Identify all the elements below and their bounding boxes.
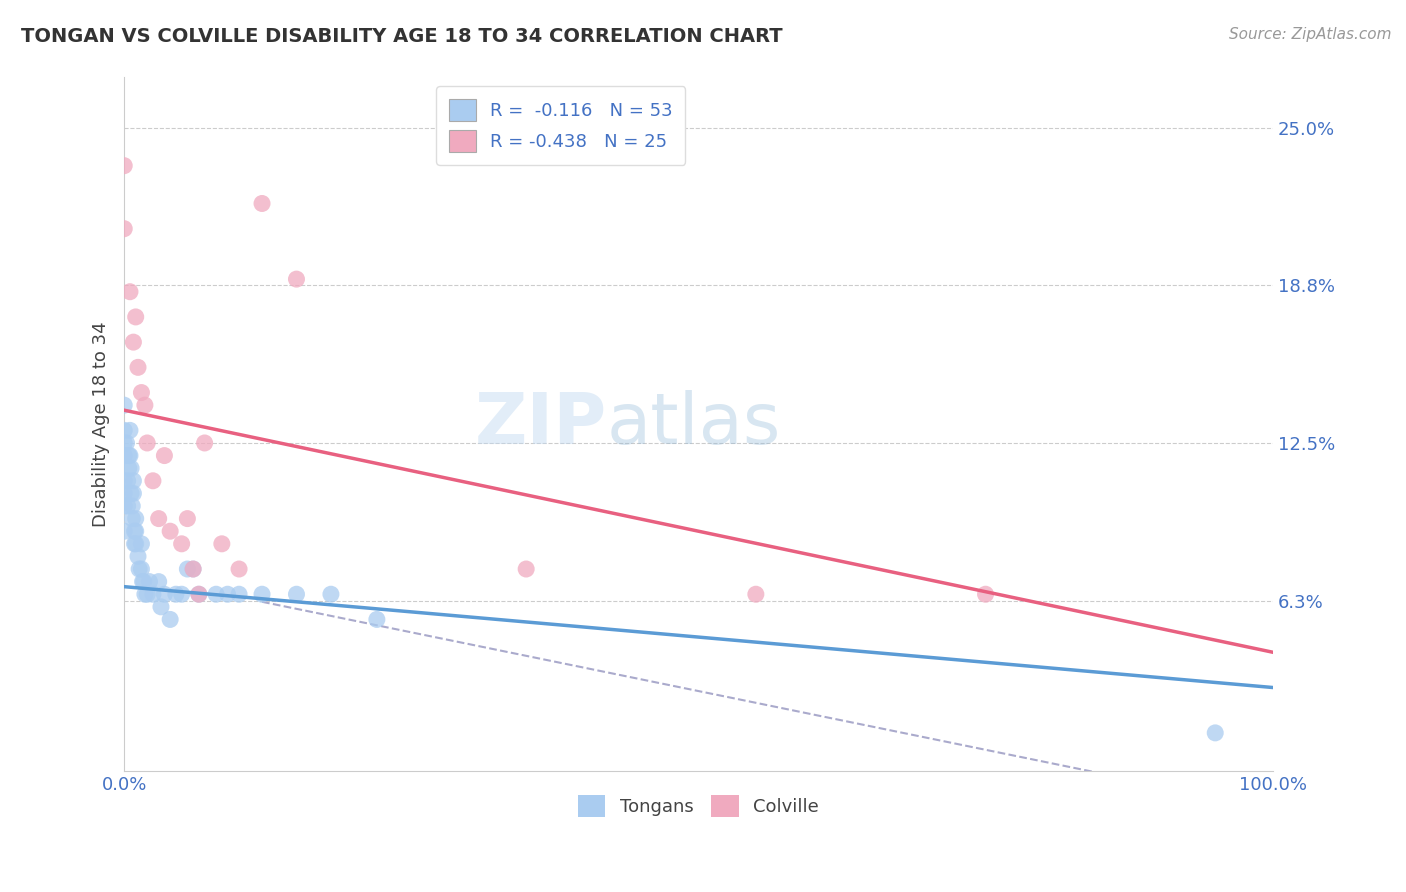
- Point: [122, 474, 145, 488]
- Point: [125, 511, 148, 525]
- Point: [142, 587, 165, 601]
- Point: [112, 423, 135, 437]
- Point: [138, 574, 160, 589]
- Point: [515, 562, 537, 576]
- Point: [131, 562, 153, 576]
- Point: [131, 385, 153, 400]
- Point: [112, 524, 135, 539]
- Point: [122, 486, 145, 500]
- Point: [112, 221, 135, 235]
- Point: [319, 587, 342, 601]
- Point: [159, 524, 181, 539]
- Text: TONGAN VS COLVILLE DISABILITY AGE 18 TO 34 CORRELATION CHART: TONGAN VS COLVILLE DISABILITY AGE 18 TO …: [21, 27, 783, 45]
- Point: [112, 398, 135, 412]
- Point: [127, 549, 149, 564]
- Point: [211, 537, 233, 551]
- Point: [134, 398, 156, 412]
- Text: Source: ZipAtlas.com: Source: ZipAtlas.com: [1229, 27, 1392, 42]
- Point: [118, 449, 141, 463]
- Point: [136, 436, 159, 450]
- Point: [159, 612, 181, 626]
- Point: [121, 499, 143, 513]
- Point: [165, 587, 187, 601]
- Point: [118, 285, 141, 299]
- Point: [974, 587, 997, 601]
- Point: [176, 511, 198, 525]
- Point: [149, 599, 172, 614]
- Point: [122, 335, 145, 350]
- Point: [285, 587, 308, 601]
- Point: [117, 474, 139, 488]
- Point: [120, 461, 142, 475]
- Point: [132, 574, 155, 589]
- Point: [120, 486, 142, 500]
- Point: [228, 587, 250, 601]
- Point: [112, 449, 135, 463]
- Point: [366, 612, 388, 626]
- Point: [125, 524, 148, 539]
- Legend: Tongans, Colville: Tongans, Colville: [571, 788, 825, 824]
- Point: [124, 524, 146, 539]
- Point: [125, 310, 148, 324]
- Point: [112, 499, 135, 513]
- Point: [148, 574, 170, 589]
- Point: [127, 360, 149, 375]
- Point: [128, 562, 150, 576]
- Point: [153, 587, 176, 601]
- Point: [228, 562, 250, 576]
- Point: [112, 486, 135, 500]
- Point: [187, 587, 209, 601]
- Point: [194, 436, 217, 450]
- Point: [117, 499, 139, 513]
- Point: [187, 587, 209, 601]
- Point: [170, 587, 193, 601]
- Point: [131, 537, 153, 551]
- Point: [142, 474, 165, 488]
- Point: [124, 537, 146, 551]
- Point: [205, 587, 228, 601]
- Point: [136, 587, 159, 601]
- Point: [181, 562, 204, 576]
- Point: [285, 272, 308, 286]
- Point: [181, 562, 204, 576]
- Text: ZIP: ZIP: [474, 390, 606, 458]
- Y-axis label: Disability Age 18 to 34: Disability Age 18 to 34: [93, 321, 110, 527]
- Point: [125, 537, 148, 551]
- Point: [118, 461, 141, 475]
- Point: [153, 449, 176, 463]
- Point: [134, 587, 156, 601]
- Point: [131, 574, 153, 589]
- Point: [170, 537, 193, 551]
- Point: [1204, 726, 1226, 740]
- Point: [112, 436, 135, 450]
- Point: [250, 587, 273, 601]
- Text: atlas: atlas: [606, 390, 780, 458]
- Point: [118, 423, 141, 437]
- Point: [112, 159, 135, 173]
- Point: [112, 474, 135, 488]
- Point: [176, 562, 198, 576]
- Point: [148, 511, 170, 525]
- Point: [745, 587, 768, 601]
- Point: [115, 436, 138, 450]
- Point: [118, 449, 141, 463]
- Point: [217, 587, 239, 601]
- Point: [250, 196, 273, 211]
- Point: [121, 511, 143, 525]
